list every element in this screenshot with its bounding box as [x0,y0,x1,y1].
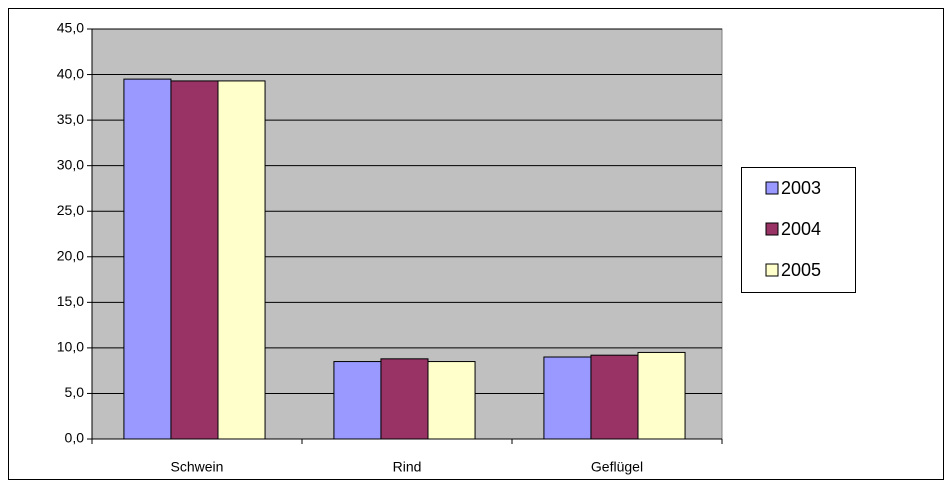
bar [123,78,172,440]
x-tick-label: Geflügel [591,459,643,475]
y-tick-label: 15,0 [57,293,84,309]
bar [637,351,686,440]
legend-label: 2004 [781,219,821,239]
y-tick-label: 45,0 [57,20,84,36]
legend-box [741,167,856,293]
legend-label: 2003 [781,178,821,198]
bar [427,361,476,440]
y-tick-label: 5,0 [65,384,85,400]
legend-swatch [765,181,779,195]
x-tick-label: Schwein [171,459,224,475]
y-tick-label: 10,0 [57,339,84,355]
bar [590,354,639,440]
bar [380,358,429,440]
y-tick-label: 40,0 [57,65,84,81]
bar [543,356,592,440]
bar [217,80,266,440]
y-tick-label: 35,0 [57,111,84,127]
bar [170,80,219,440]
y-tick-label: 20,0 [57,247,84,263]
x-tick-label: Rind [393,459,422,475]
legend-swatch [765,263,779,277]
legend-swatch [765,222,779,236]
legend-label: 2005 [781,260,821,280]
y-tick-label: 0,0 [65,430,85,446]
y-tick-label: 30,0 [57,156,84,172]
y-tick-label: 25,0 [57,202,84,218]
bar [333,361,382,440]
